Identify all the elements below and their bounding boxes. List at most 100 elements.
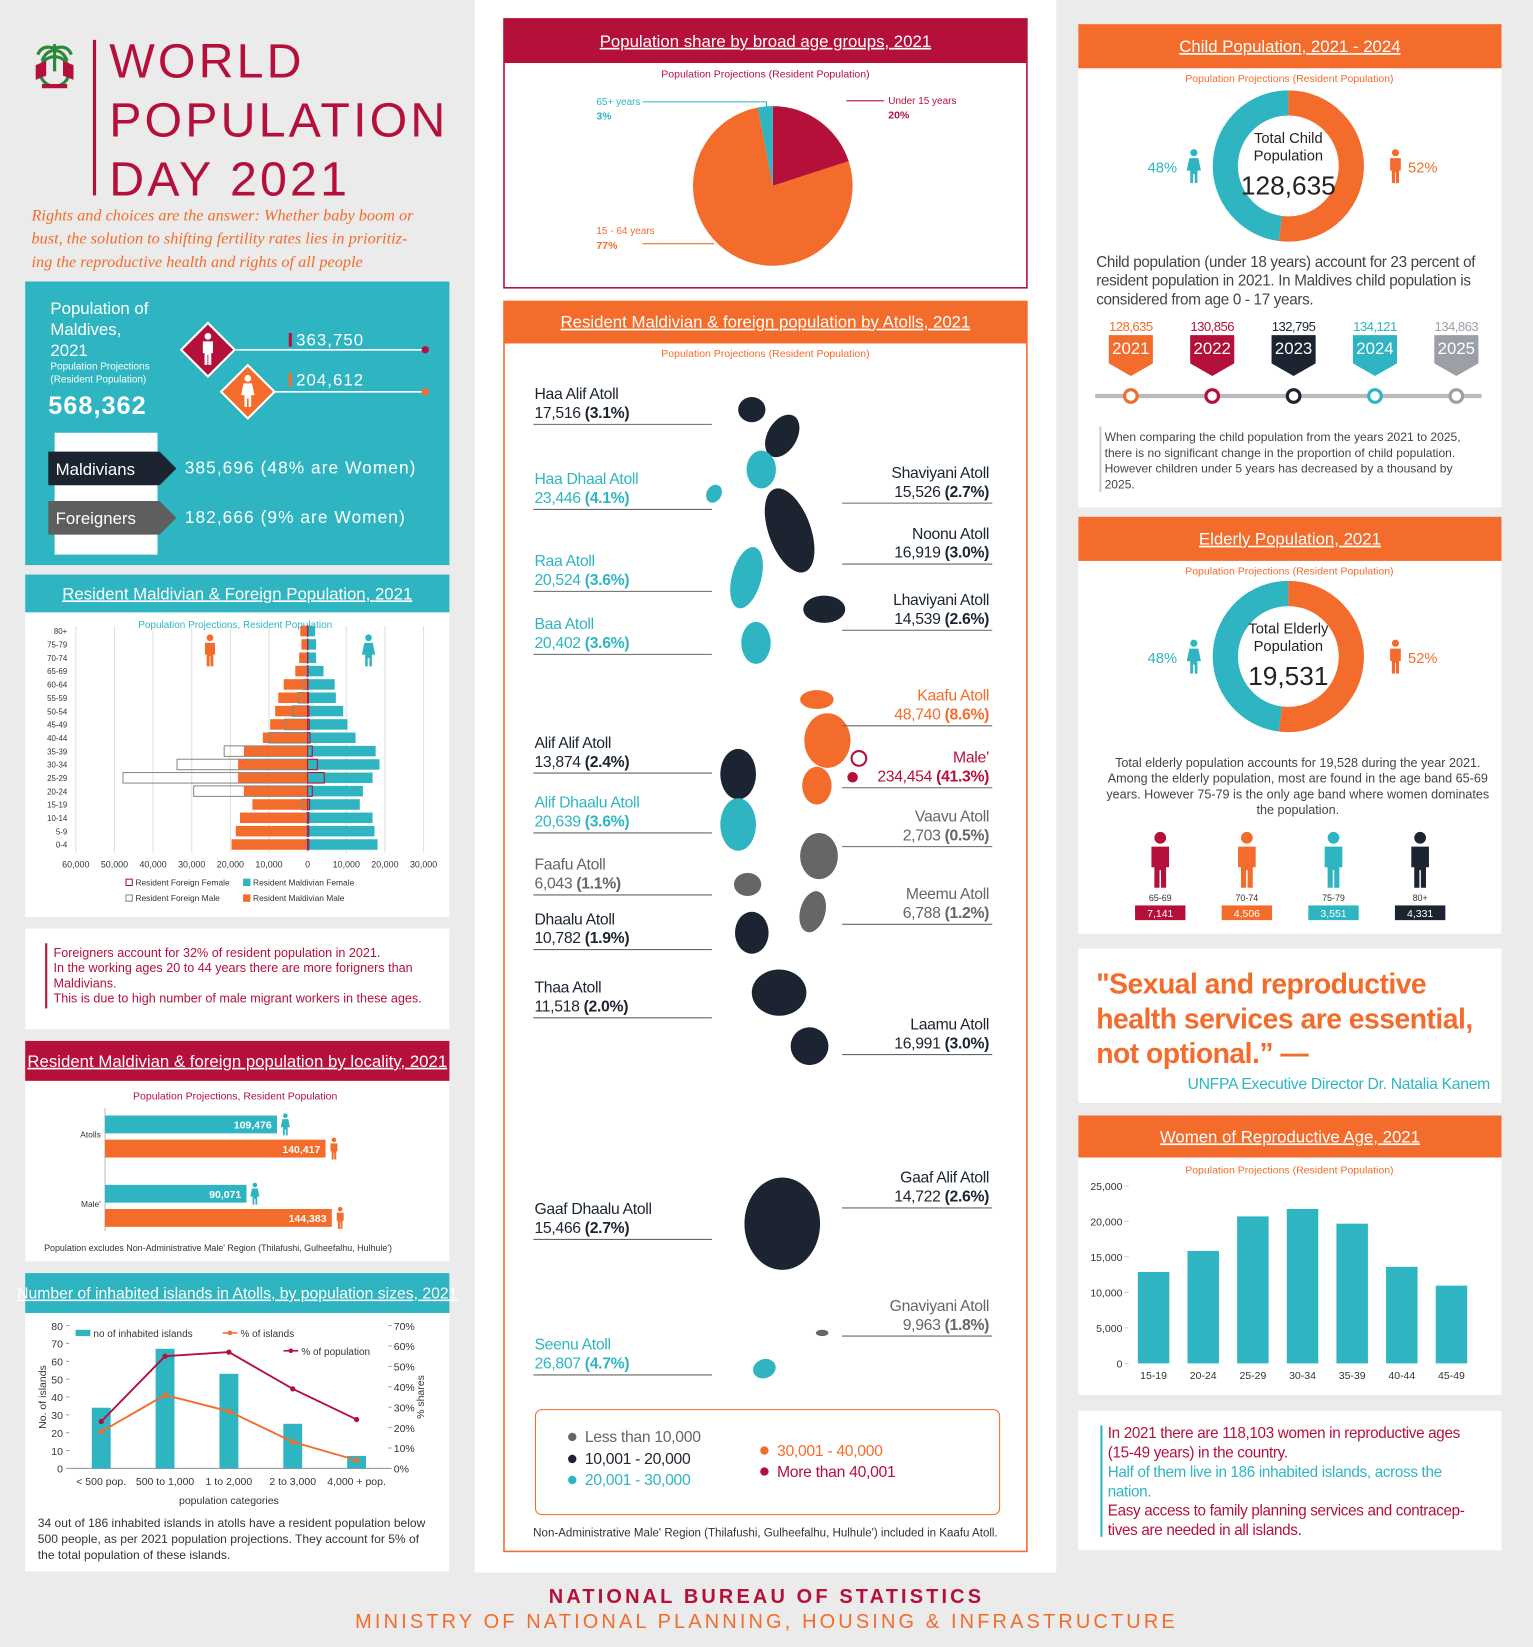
icon-body	[1390, 648, 1401, 674]
bar	[307, 732, 356, 744]
legend-label: Less than 10,000	[585, 1429, 701, 1446]
atoll-value: 9,963 (1.8%)	[903, 1317, 989, 1334]
atoll-population: 11,518	[534, 999, 583, 1016]
panel-note: 34 out of 186 inhabited islands in atoll…	[38, 1516, 426, 1530]
bar	[307, 732, 311, 744]
icon-body	[1151, 846, 1170, 888]
person-icon	[1186, 639, 1201, 674]
atoll-population: 234,454	[877, 768, 936, 785]
atoll-shape	[815, 1329, 829, 1337]
tag	[48, 501, 177, 535]
pie-label: Under 15 years	[888, 96, 956, 107]
atoll-name: Gaaf Dhaalu Atoll	[534, 1201, 651, 1218]
atoll-share: (0.5%)	[945, 827, 990, 844]
panel-note: the total population of these islands.	[38, 1548, 230, 1562]
atoll-share: (4.7%)	[585, 1356, 630, 1373]
atoll-name: Haa Dhaal Atoll	[534, 471, 638, 488]
legend-swatch	[243, 878, 251, 886]
legend-dot	[760, 1446, 769, 1455]
atoll-share: (41.3%)	[936, 768, 989, 785]
atoll-shape	[735, 911, 769, 954]
note-text: Maldivians.	[54, 976, 117, 990]
x-tick-label: 50,000	[101, 860, 128, 870]
band-label: 75-79	[1322, 893, 1345, 903]
emblem-base	[42, 84, 68, 89]
atoll-value: 48,740 (8.6%)	[894, 707, 989, 724]
bar	[155, 1348, 175, 1469]
population-total: 568,362	[48, 392, 146, 420]
bar	[1137, 1272, 1170, 1364]
bar	[307, 772, 325, 784]
legend-label: Resident Maldivian Male	[253, 893, 345, 903]
footer-subtitle: MINISTRY OF NATIONAL PLANNING, HOUSING &…	[355, 1611, 1178, 1633]
bar	[283, 1423, 303, 1469]
bar	[283, 679, 308, 690]
atoll-share: (1.1%)	[576, 876, 621, 893]
year-label: 2022	[1194, 339, 1231, 358]
atoll-value: 26,807 (4.7%)	[534, 1356, 629, 1373]
year-value: 134,863	[1434, 319, 1478, 334]
icon-head	[1190, 639, 1198, 647]
bar	[105, 1208, 332, 1227]
person-icon	[250, 1182, 260, 1205]
bar	[295, 665, 308, 677]
atoll-population: 16,991	[894, 1035, 944, 1052]
point	[226, 1349, 232, 1355]
atoll-population: 2,703	[903, 827, 945, 844]
atoll-name: Alif Alif Atoll	[534, 735, 611, 752]
quote-author: UNFPA Executive Director Dr. Natalia Kan…	[1188, 1076, 1491, 1093]
donut-value-label: 52%	[1408, 651, 1437, 667]
point	[226, 1408, 232, 1414]
person-icon	[1390, 149, 1401, 184]
bar	[299, 652, 308, 664]
legend-swatch	[243, 894, 251, 902]
icon-body	[1390, 158, 1401, 184]
atoll-value: 10,782 (1.9%)	[534, 930, 629, 947]
legend-label: Resident Foreign Female	[135, 877, 230, 887]
atoll-value: 17,516 (3.1%)	[534, 405, 629, 422]
x-tick-label: 60,000	[62, 860, 89, 870]
connector-dot	[421, 346, 429, 354]
point	[290, 1386, 296, 1392]
atoll-shape	[720, 798, 756, 851]
y2-tick-label: 20%	[394, 1423, 415, 1435]
atoll-share: (3.0%)	[945, 1035, 990, 1052]
tag	[48, 451, 177, 486]
atoll-value: 23,446 (4.1%)	[534, 490, 629, 507]
icon-body	[1186, 648, 1201, 674]
x-tick-label: 25-29	[1239, 1370, 1266, 1382]
panel-header	[1078, 516, 1502, 561]
pie-slice	[772, 106, 849, 186]
pie-value-label: 20%	[888, 110, 910, 122]
population-label: Maldives,	[50, 320, 121, 339]
capital-star	[850, 749, 868, 767]
bar	[252, 799, 308, 810]
bar	[307, 652, 317, 664]
bar	[307, 745, 376, 757]
atoll-value: 6,788 (1.2%)	[903, 905, 989, 922]
bar	[307, 838, 310, 851]
population-label: Population of	[50, 299, 148, 318]
point	[162, 1392, 168, 1398]
bar	[307, 718, 310, 731]
bar	[1286, 1208, 1319, 1364]
atoll-share: (2.6%)	[945, 611, 990, 628]
y-tick-label: 70-74	[47, 654, 68, 663]
child-text: considered from age 0 - 17 years.	[1096, 292, 1313, 309]
bar	[301, 639, 308, 650]
atoll-value: 16,919 (3.0%)	[894, 545, 989, 562]
legend-label: 10,001 - 20,000	[585, 1451, 691, 1468]
x-tick-label: 20,000	[217, 860, 244, 870]
value-label: 144,383	[289, 1213, 327, 1225]
year-value: 130,856	[1190, 319, 1234, 334]
panel-subtitle: Population Projections (Resident Populat…	[1185, 566, 1393, 578]
person-icon	[280, 1113, 290, 1136]
y-tick-label: 45-49	[47, 721, 67, 730]
x-tick-label: 2 to 3,000	[269, 1476, 316, 1488]
atoll-share: (2.7%)	[585, 1220, 630, 1237]
bar	[307, 665, 324, 677]
child-note: When comparing the child population from…	[1105, 430, 1461, 444]
legend-swatch	[125, 894, 133, 902]
value-label: 90,071	[209, 1189, 241, 1201]
